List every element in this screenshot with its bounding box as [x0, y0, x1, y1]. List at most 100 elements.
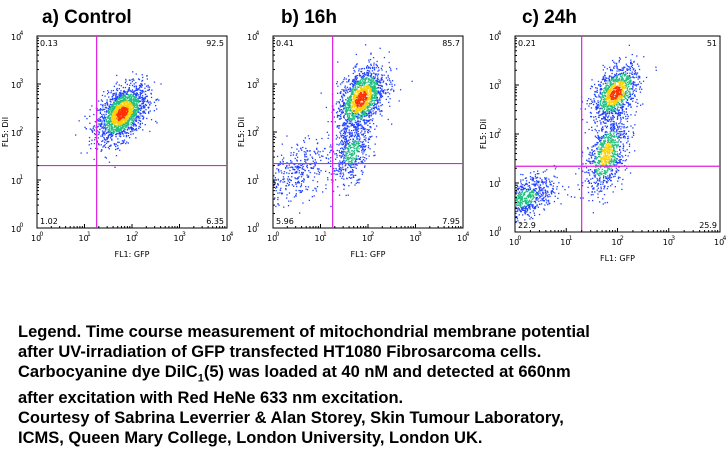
data-point	[346, 81, 348, 83]
data-point	[343, 134, 345, 137]
data-point	[138, 97, 140, 99]
data-point	[116, 123, 119, 125]
data-point	[352, 102, 354, 104]
data-point	[621, 76, 623, 78]
data-point	[109, 133, 112, 135]
data-point	[274, 181, 276, 184]
data-point	[132, 128, 134, 131]
data-point	[119, 125, 122, 127]
data-point	[342, 161, 344, 163]
data-point	[118, 103, 120, 105]
data-point	[369, 79, 371, 81]
data-point	[617, 92, 620, 94]
data-point	[355, 105, 357, 107]
data-point	[353, 117, 356, 119]
data-point	[353, 144, 355, 146]
data-point	[132, 108, 134, 110]
data-point	[366, 104, 368, 106]
data-point	[370, 109, 372, 111]
data-point	[138, 127, 140, 130]
data-point	[339, 115, 341, 117]
data-point	[618, 92, 620, 95]
data-point	[130, 107, 132, 109]
data-point	[341, 105, 343, 108]
data-point	[335, 167, 337, 170]
data-point	[626, 65, 628, 67]
data-point	[105, 139, 107, 141]
data-point	[604, 92, 606, 95]
data-point	[361, 134, 363, 136]
data-point	[352, 159, 354, 161]
data-point	[131, 89, 134, 91]
data-point	[360, 145, 362, 147]
data-point	[364, 98, 366, 101]
data-point	[116, 133, 118, 135]
data-point	[375, 63, 377, 66]
data-point	[611, 90, 613, 92]
data-point	[129, 137, 131, 139]
data-point	[596, 105, 598, 107]
data-point	[358, 157, 361, 160]
x-tick-label: 10	[221, 234, 231, 243]
data-point	[617, 68, 619, 70]
data-point	[111, 139, 113, 141]
data-point	[365, 145, 367, 147]
x-tick-exponent: 3	[182, 231, 186, 238]
data-point	[381, 88, 383, 90]
quadrant-bottom-right-value: 6.35	[206, 217, 224, 226]
data-point	[135, 112, 137, 114]
data-point	[613, 91, 615, 93]
data-point	[367, 106, 369, 108]
data-point	[115, 121, 118, 123]
data-point	[113, 85, 115, 87]
data-point	[381, 74, 383, 76]
data-point	[359, 98, 362, 100]
data-point	[109, 118, 111, 120]
data-point	[608, 86, 611, 88]
data-point	[362, 91, 364, 93]
data-point	[366, 102, 369, 104]
data-point	[364, 135, 367, 137]
data-point	[287, 180, 289, 182]
data-point	[117, 130, 119, 133]
data-point	[104, 118, 106, 120]
data-point	[326, 131, 328, 133]
data-point	[631, 67, 634, 69]
data-point	[349, 96, 351, 98]
data-point	[141, 74, 143, 76]
data-point	[370, 87, 372, 90]
data-point	[141, 84, 143, 87]
data-point	[131, 118, 133, 120]
data-point	[351, 111, 353, 113]
data-point	[93, 142, 96, 145]
data-point	[351, 108, 354, 110]
data-point	[375, 82, 377, 84]
data-point	[368, 70, 371, 72]
data-point	[615, 112, 617, 114]
data-point	[319, 156, 321, 158]
data-point	[629, 93, 631, 95]
data-point	[314, 164, 316, 167]
data-point	[355, 130, 357, 132]
data-point	[113, 131, 115, 133]
data-point	[365, 137, 367, 139]
data-point	[340, 173, 342, 175]
data-point	[120, 135, 122, 138]
data-point	[347, 109, 349, 111]
data-point	[118, 125, 120, 127]
data-point	[122, 125, 124, 127]
data-point	[358, 74, 361, 76]
data-point	[351, 133, 353, 136]
data-point	[133, 93, 135, 95]
data-point	[367, 74, 369, 76]
data-point	[586, 103, 588, 105]
data-point	[366, 71, 368, 73]
data-point	[139, 112, 141, 114]
data-point	[366, 73, 368, 75]
data-point	[606, 112, 609, 115]
data-point	[135, 86, 138, 88]
data-point	[135, 114, 137, 116]
data-point	[294, 169, 296, 171]
data-point	[366, 128, 368, 131]
data-point	[346, 122, 348, 124]
